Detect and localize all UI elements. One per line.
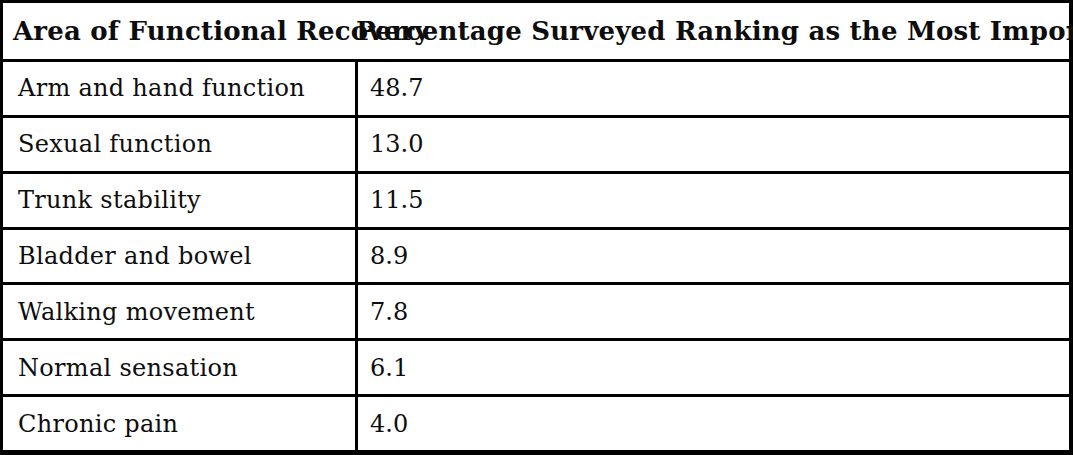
cell-area-label: Arm and hand function bbox=[3, 62, 358, 115]
table-row: Bladder and bowel 8.9 bbox=[3, 227, 1069, 283]
column-header-area: Area of Functional Recovery bbox=[3, 16, 353, 46]
cell-area-label: Chronic pain bbox=[3, 397, 358, 450]
cell-area-label: Trunk stability bbox=[3, 174, 358, 227]
table-row: Arm and hand function 48.7 bbox=[3, 62, 1069, 115]
table-header-row: Area of Functional Recovery Percentage S… bbox=[3, 3, 1069, 62]
column-header-percentage: Percentage Surveyed Ranking as the Most … bbox=[353, 16, 1073, 46]
table-row: Trunk stability 11.5 bbox=[3, 171, 1069, 227]
cell-percentage-value: 7.8 bbox=[358, 285, 1069, 338]
cell-area-label: Normal sensation bbox=[3, 341, 358, 394]
cell-percentage-value: 11.5 bbox=[358, 174, 1069, 227]
cell-area-label: Walking movement bbox=[3, 285, 358, 338]
cell-percentage-value: 8.9 bbox=[358, 230, 1069, 283]
table-row: Sexual function 13.0 bbox=[3, 115, 1069, 171]
cell-percentage-value: 6.1 bbox=[358, 341, 1069, 394]
cell-percentage-value: 4.0 bbox=[358, 397, 1069, 450]
cell-area-label: Sexual function bbox=[3, 118, 358, 171]
table-row: Walking movement 7.8 bbox=[3, 282, 1069, 338]
table-body: Arm and hand function 48.7 Sexual functi… bbox=[3, 62, 1069, 450]
functional-recovery-table: Area of Functional Recovery Percentage S… bbox=[0, 0, 1073, 455]
cell-area-label: Bladder and bowel bbox=[3, 230, 358, 283]
table-row: Normal sensation 6.1 bbox=[3, 338, 1069, 394]
cell-percentage-value: 48.7 bbox=[358, 62, 1069, 115]
cell-percentage-value: 13.0 bbox=[358, 118, 1069, 171]
table-row: Chronic pain 4.0 bbox=[3, 394, 1069, 450]
